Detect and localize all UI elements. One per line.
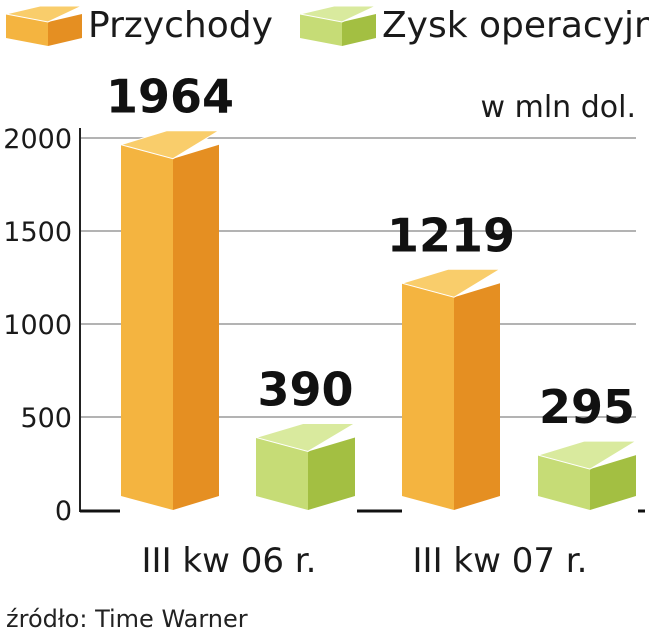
bar-przychody-1-front [402,283,454,510]
legend-label-zysk-operacyjny: Zysk operacyjny [382,5,649,46]
legend-swatch-przychody [5,5,83,46]
y-tick-label-1000: 1000 [3,310,72,341]
legend-swatch-0-top [5,5,83,23]
category-label-0: III kw 06 r. [142,541,317,581]
source-note: źródło: Time Warner [6,605,248,633]
legend-swatch-1-side [342,14,376,46]
category-label-1: III kw 07 r. [413,541,588,581]
bar-zysk-operacyjny-0-top [254,422,357,452]
bar-zysk-operacyjny-1-front [538,455,590,510]
bar-przychody-1-top [400,268,502,298]
data-label-przychody-0: 1964 [106,70,234,124]
bar-zysk-operacyjny-1-side [590,455,636,510]
bar-zysk-operacyjny-0 [254,422,357,510]
bar-zysk-operacyjny-0-side [308,437,355,510]
legend-swatch-1-top [299,5,377,23]
legend-label-przychody: Przychody [88,5,273,46]
legend-swatch-zysk-operacyjny [299,5,377,46]
bar-przychody-0-side [173,144,219,511]
y-axis-ticks: 0 500 1000 1500 2000 [3,124,72,527]
y-tick-label-1500: 1500 [3,217,72,248]
bar-zysk-operacyjny-1 [536,440,638,510]
legend-swatch-1-front [300,14,342,46]
legend-swatch-0-side [48,14,82,46]
bars: 1964 1219 390 295 [106,70,638,511]
y-tick-label-0: 0 [55,496,72,527]
unit-label: w mln dol. [481,90,636,125]
bar-zysk-operacyjny-1-top [536,440,638,470]
legend-swatch-0-front [6,14,48,46]
bar-zysk-operacyjny-0-front [256,437,308,510]
bar-przychody-1-side [454,283,500,510]
data-label-przychody-1: 1219 [387,208,515,262]
bar-przychody-1 [400,268,502,510]
data-label-zysk-operacyjny-1: 295 [539,380,635,434]
bar-przychody-0-top [119,130,221,160]
bar-przychody-0 [119,130,221,511]
data-label-zysk-operacyjny-0: 390 [257,362,353,416]
y-tick-label-2000: 2000 [3,124,72,155]
bar-przychody-0-front [121,144,173,511]
legend: Przychody Zysk operacyjny [5,5,649,46]
y-tick-label-500: 500 [20,403,72,434]
